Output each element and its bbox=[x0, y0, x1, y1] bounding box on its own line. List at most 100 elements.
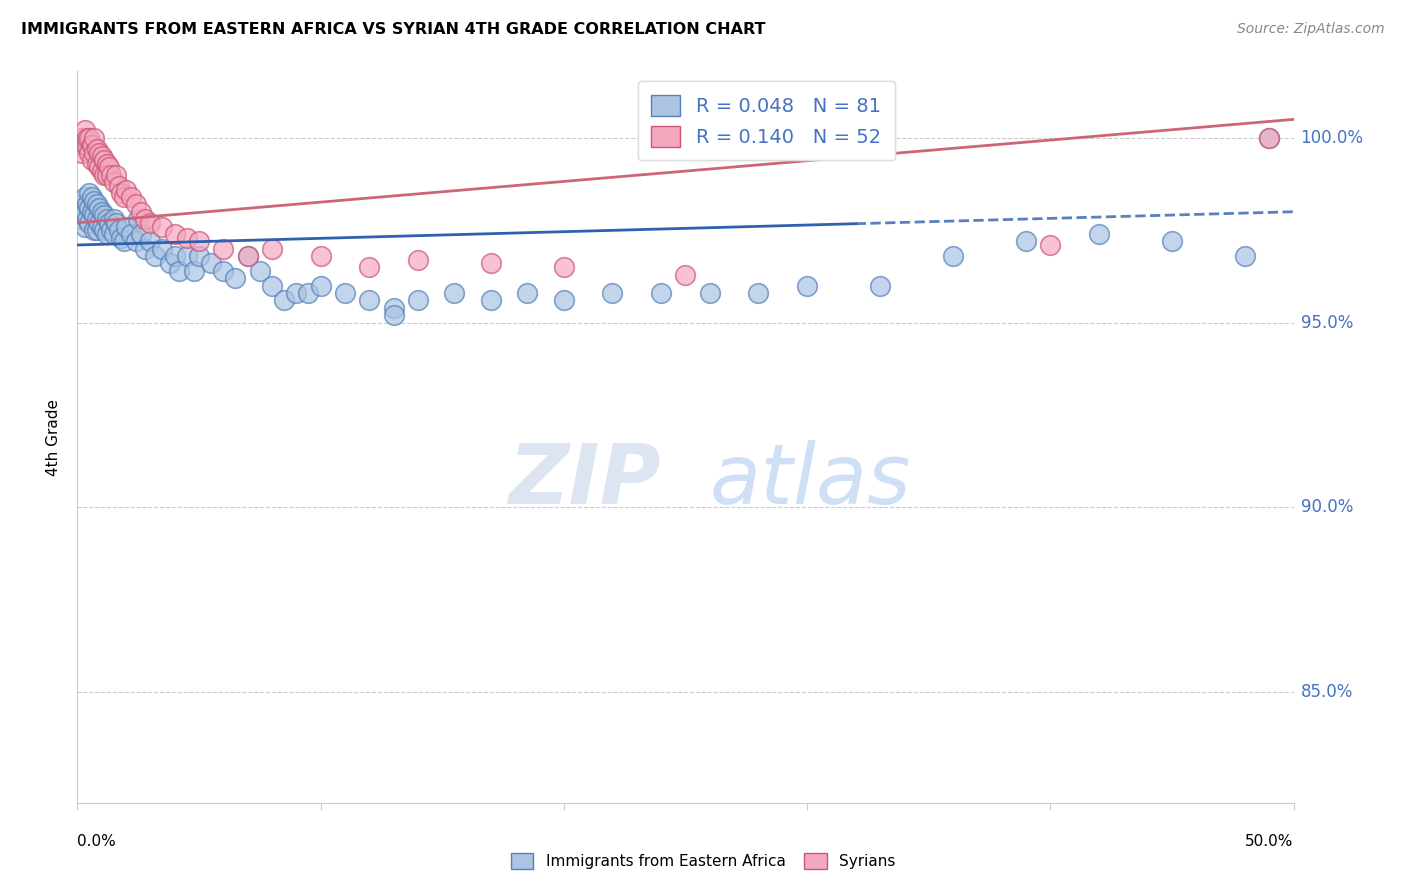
Point bbox=[1088, 227, 1111, 241]
Point bbox=[110, 230, 132, 244]
Point bbox=[516, 285, 538, 300]
Text: Source: ZipAtlas.com: Source: ZipAtlas.com bbox=[1237, 22, 1385, 37]
Point bbox=[212, 242, 235, 256]
Point bbox=[83, 145, 105, 160]
Point bbox=[260, 278, 283, 293]
Point bbox=[163, 227, 186, 241]
Point bbox=[650, 285, 672, 300]
Point bbox=[406, 252, 429, 267]
Point bbox=[112, 190, 135, 204]
Point bbox=[443, 285, 465, 300]
Point bbox=[90, 204, 112, 219]
Point bbox=[120, 227, 142, 241]
Point bbox=[80, 204, 103, 219]
Point bbox=[359, 260, 381, 274]
Point bbox=[80, 190, 103, 204]
Point bbox=[115, 219, 138, 234]
Point bbox=[127, 212, 149, 227]
Point bbox=[699, 285, 721, 300]
Point bbox=[93, 153, 115, 167]
Point bbox=[553, 260, 575, 274]
Point bbox=[285, 285, 308, 300]
Point bbox=[79, 131, 101, 145]
Point bbox=[115, 183, 138, 197]
Point bbox=[236, 249, 259, 263]
Point bbox=[359, 293, 381, 308]
Point bbox=[479, 256, 502, 270]
Point bbox=[143, 249, 166, 263]
Point bbox=[100, 223, 122, 237]
Point bbox=[1015, 235, 1038, 249]
Point bbox=[76, 212, 98, 227]
Point bbox=[96, 212, 118, 227]
Point bbox=[602, 285, 624, 300]
Point bbox=[83, 131, 105, 145]
Point bbox=[79, 216, 101, 230]
Point bbox=[382, 308, 405, 322]
Point bbox=[309, 249, 332, 263]
Point bbox=[183, 264, 205, 278]
Point bbox=[93, 209, 115, 223]
Point bbox=[1258, 131, 1281, 145]
Point bbox=[89, 201, 111, 215]
Point bbox=[134, 242, 156, 256]
Point bbox=[200, 256, 222, 270]
Point bbox=[86, 212, 108, 227]
Point bbox=[249, 264, 271, 278]
Y-axis label: 4th Grade: 4th Grade bbox=[45, 399, 60, 475]
Point bbox=[188, 249, 211, 263]
Point bbox=[125, 197, 148, 211]
Point bbox=[747, 285, 769, 300]
Point bbox=[69, 204, 91, 219]
Point bbox=[236, 249, 259, 263]
Point bbox=[382, 301, 405, 315]
Point bbox=[212, 264, 235, 278]
Point bbox=[333, 285, 356, 300]
Point bbox=[90, 164, 112, 178]
Point bbox=[93, 223, 115, 237]
Point bbox=[73, 123, 96, 137]
Point bbox=[73, 204, 96, 219]
Point bbox=[97, 161, 120, 175]
Point bbox=[86, 142, 108, 156]
Text: ZIP: ZIP bbox=[509, 441, 661, 522]
Point bbox=[297, 285, 319, 300]
Point bbox=[176, 249, 198, 263]
Point bbox=[89, 145, 111, 160]
Point bbox=[110, 186, 132, 201]
Point bbox=[553, 293, 575, 308]
Point bbox=[105, 216, 128, 230]
Text: 0.0%: 0.0% bbox=[77, 834, 117, 849]
Point bbox=[86, 197, 108, 211]
Point bbox=[129, 204, 152, 219]
Point bbox=[159, 256, 181, 270]
Point bbox=[86, 157, 108, 171]
Point bbox=[169, 264, 191, 278]
Text: 85.0%: 85.0% bbox=[1301, 683, 1353, 701]
Point bbox=[139, 216, 162, 230]
Legend: Immigrants from Eastern Africa, Syrians: Immigrants from Eastern Africa, Syrians bbox=[505, 847, 901, 875]
Point bbox=[125, 235, 148, 249]
Text: 100.0%: 100.0% bbox=[1301, 128, 1364, 147]
Point bbox=[1039, 238, 1062, 252]
Point bbox=[96, 227, 118, 241]
Point bbox=[96, 168, 118, 182]
Point bbox=[97, 216, 120, 230]
Point bbox=[675, 268, 697, 282]
Point bbox=[224, 271, 246, 285]
Point bbox=[273, 293, 295, 308]
Point bbox=[76, 197, 98, 211]
Text: 95.0%: 95.0% bbox=[1301, 314, 1353, 332]
Point bbox=[96, 157, 118, 171]
Point bbox=[70, 197, 93, 211]
Point bbox=[70, 212, 93, 227]
Point bbox=[152, 219, 174, 234]
Point bbox=[107, 178, 129, 193]
Point bbox=[120, 190, 142, 204]
Point bbox=[80, 153, 103, 167]
Point bbox=[90, 149, 112, 163]
Point bbox=[70, 145, 93, 160]
Point bbox=[100, 168, 122, 182]
Point bbox=[90, 219, 112, 234]
Point bbox=[79, 201, 101, 215]
